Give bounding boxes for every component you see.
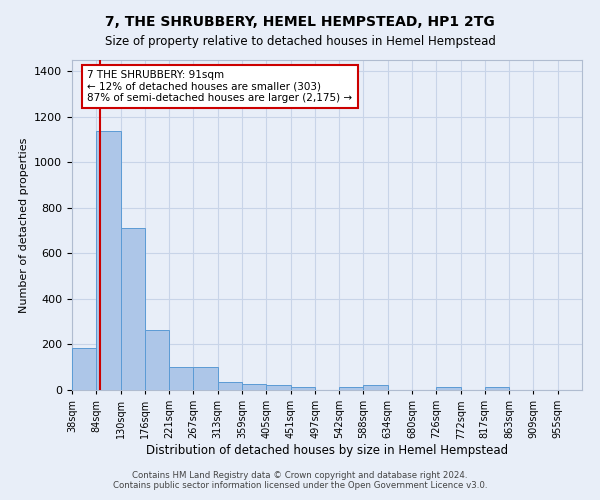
X-axis label: Distribution of detached houses by size in Hemel Hempstead: Distribution of detached houses by size … [146, 444, 508, 457]
Bar [193, 367, 218, 390]
Text: 7, THE SHRUBBERY, HEMEL HEMPSTEAD, HP1 2TG: 7, THE SHRUBBERY, HEMEL HEMPSTEAD, HP1 2… [105, 15, 495, 29]
Bar [339, 386, 363, 390]
Bar [291, 386, 315, 390]
Bar [363, 386, 388, 390]
Bar [97, 130, 121, 390]
Bar [242, 384, 266, 390]
Bar [121, 228, 145, 390]
Bar [72, 348, 97, 390]
Bar [145, 330, 169, 390]
Bar [266, 386, 291, 390]
Text: Contains HM Land Registry data © Crown copyright and database right 2024.
Contai: Contains HM Land Registry data © Crown c… [113, 470, 487, 490]
Text: 7 THE SHRUBBERY: 91sqm
← 12% of detached houses are smaller (303)
87% of semi-de: 7 THE SHRUBBERY: 91sqm ← 12% of detached… [88, 70, 352, 103]
Bar [485, 386, 509, 390]
Text: Size of property relative to detached houses in Hemel Hempstead: Size of property relative to detached ho… [104, 35, 496, 48]
Bar [436, 386, 461, 390]
Bar [218, 382, 242, 390]
Bar [169, 367, 193, 390]
Y-axis label: Number of detached properties: Number of detached properties [19, 138, 29, 312]
